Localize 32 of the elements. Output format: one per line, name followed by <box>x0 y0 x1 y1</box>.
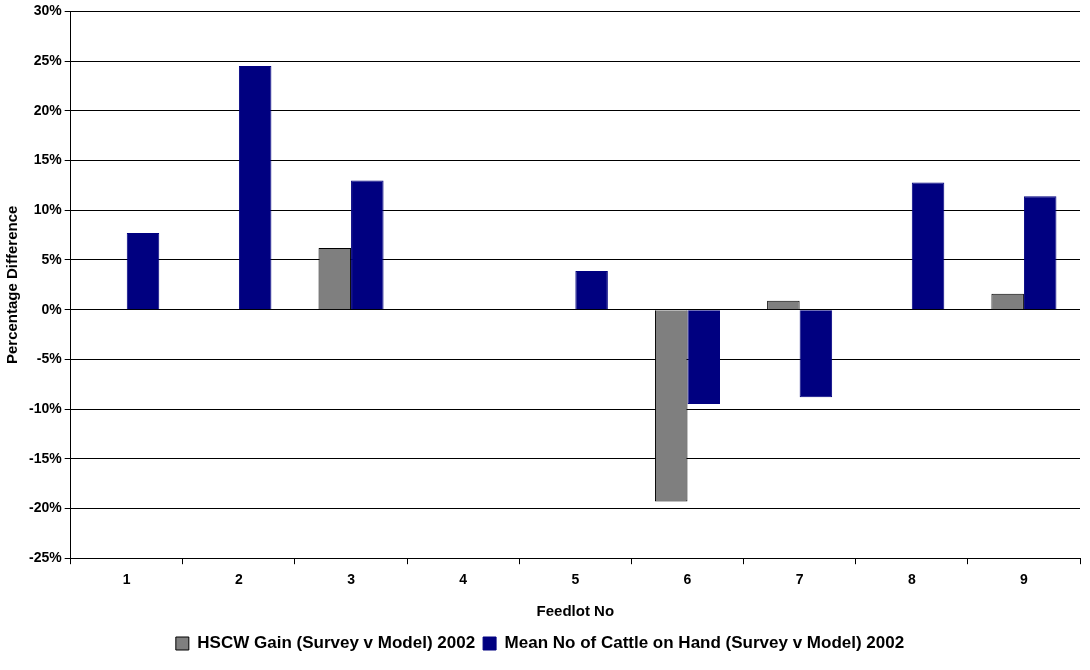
x-tick-label: 1 <box>122 571 131 588</box>
bar <box>126 233 160 310</box>
y-tick-label: -5% <box>36 350 63 367</box>
y-tick-label: 25% <box>33 51 63 68</box>
x-tick-label: 3 <box>347 571 356 588</box>
x-tick-label: 7 <box>795 571 804 588</box>
x-tick-label: 4 <box>459 571 468 588</box>
bar <box>238 66 272 310</box>
bar <box>687 310 721 405</box>
x-tick-label: 9 <box>1020 571 1029 588</box>
y-tick-label: 20% <box>33 101 63 118</box>
y-axis-title: Percentage Difference <box>3 205 21 364</box>
bar <box>911 182 945 310</box>
x-axis-title: Feedlot No <box>536 602 615 620</box>
bar <box>575 270 608 310</box>
y-tick-label: 30% <box>33 2 63 19</box>
y-tick-label: -15% <box>29 449 63 466</box>
y-tick-label: 15% <box>33 151 63 168</box>
y-tick-label: 10% <box>33 201 63 218</box>
legend-label: Mean No of Cattle on Hand (Survey v Model) 2002 <box>504 633 905 653</box>
x-tick-label: 6 <box>683 571 692 588</box>
bar <box>351 180 384 310</box>
y-tick-label: -10% <box>29 399 63 416</box>
y-tick-label: 0% <box>41 300 63 317</box>
legend-label: HSCW Gain (Survey v Model) 2002 <box>197 633 476 653</box>
x-tick-label: 5 <box>571 571 580 588</box>
bar <box>799 310 833 398</box>
y-tick-label: -25% <box>29 549 63 566</box>
y-tick-label: 5% <box>41 250 63 267</box>
y-tick-label: -20% <box>29 499 63 516</box>
x-tick-label: 8 <box>907 571 916 588</box>
x-tick-label: 2 <box>235 571 243 588</box>
